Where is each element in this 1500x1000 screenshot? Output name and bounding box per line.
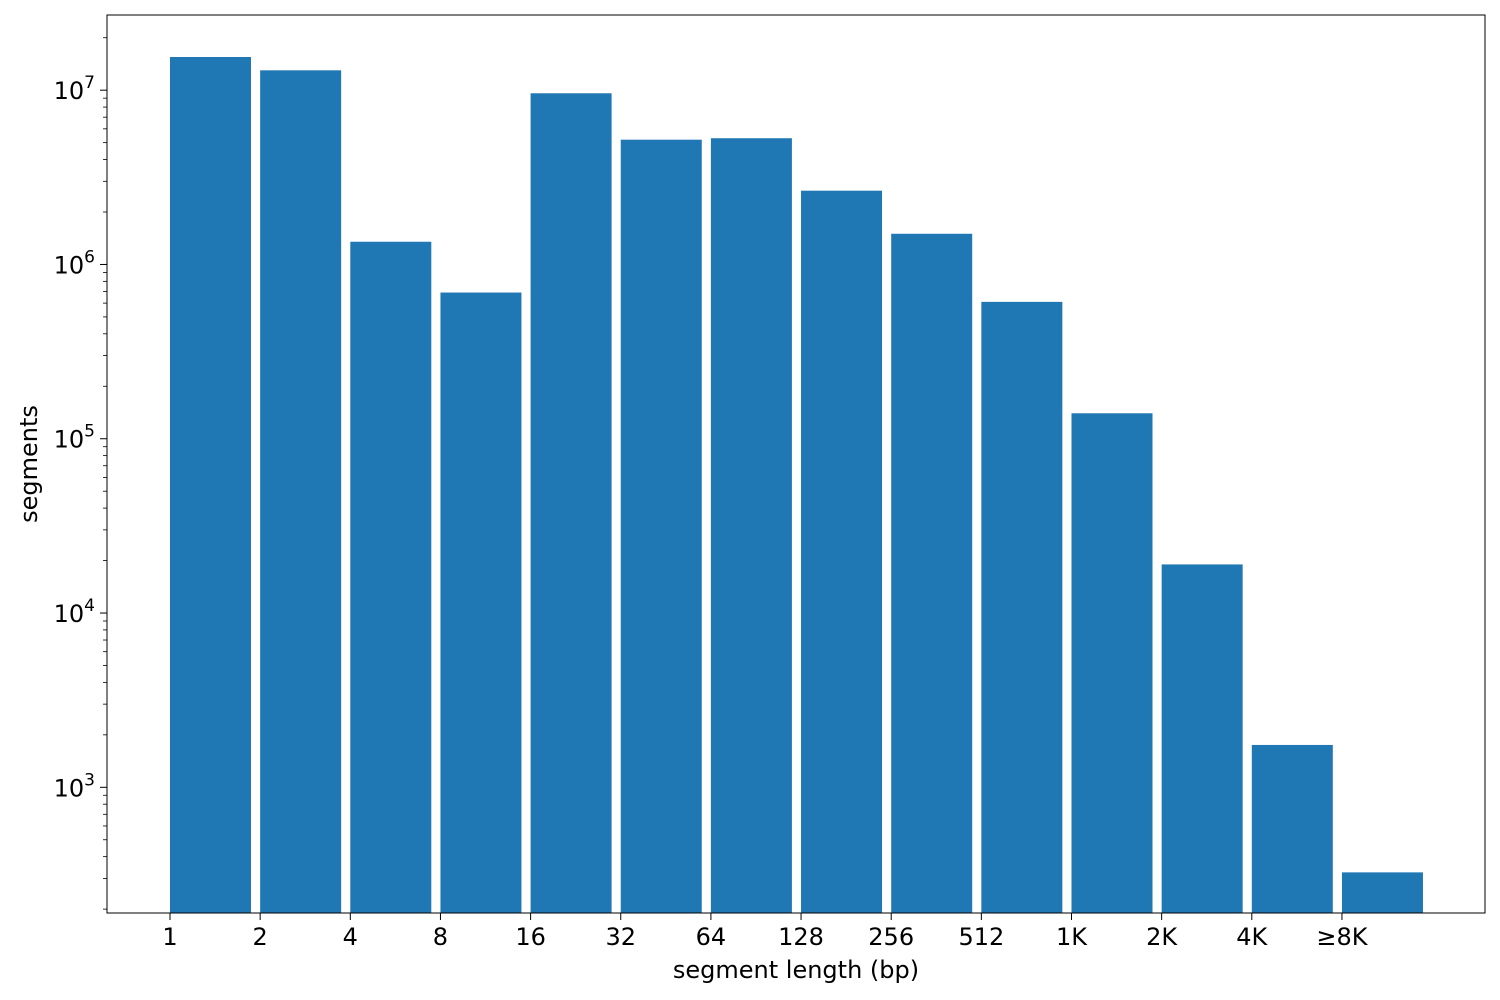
y-axis-ticks: 103 104 105 106 107 — [54, 37, 107, 910]
x-tick-label: ≥8K — [1316, 923, 1368, 951]
bar-16 — [530, 93, 612, 913]
x-axis-ticks: 1 2 4 8 16 32 64 128 256 512 1K 2K 4K ≥8K — [162, 913, 1369, 951]
bar-2K — [1161, 564, 1243, 913]
x-tick-label: 4K — [1236, 923, 1268, 951]
x-tick-label: 2 — [253, 923, 268, 951]
bar-2 — [260, 70, 342, 914]
bar-4K — [1251, 744, 1333, 913]
bar-32 — [620, 139, 702, 913]
bars — [170, 57, 1423, 914]
x-tick-label: 4 — [343, 923, 358, 951]
y-tick-label: 106 — [54, 247, 95, 279]
x-tick-label: 1K — [1056, 923, 1088, 951]
x-tick-label: 512 — [958, 923, 1004, 951]
y-tick-label: 104 — [54, 596, 95, 628]
plot-frame — [106, 14, 1486, 914]
bar-256 — [891, 233, 973, 913]
y-tick-label: 103 — [54, 770, 95, 802]
x-axis-label: segment length (bp) — [673, 956, 919, 984]
x-tick-label: 128 — [778, 923, 824, 951]
x-tick-label: 256 — [868, 923, 914, 951]
bar-8 — [440, 292, 522, 913]
y-axis-label: segments — [15, 405, 43, 523]
x-tick-label: 8 — [433, 923, 448, 951]
x-tick-label: 64 — [696, 923, 727, 951]
x-tick-label: 16 — [515, 923, 546, 951]
bar-64 — [710, 138, 792, 914]
bar-1 — [170, 57, 251, 914]
bar-512 — [981, 301, 1063, 913]
bar-1K — [1071, 413, 1153, 913]
bar-4 — [350, 241, 432, 914]
y-tick-label: 107 — [54, 73, 95, 105]
x-tick-label: 2K — [1146, 923, 1178, 951]
bar-≥8K — [1341, 872, 1423, 913]
y-tick-label: 105 — [54, 422, 95, 454]
x-tick-label: 1 — [162, 923, 177, 951]
bar-128 — [801, 190, 883, 914]
x-tick-label: 32 — [605, 923, 636, 951]
